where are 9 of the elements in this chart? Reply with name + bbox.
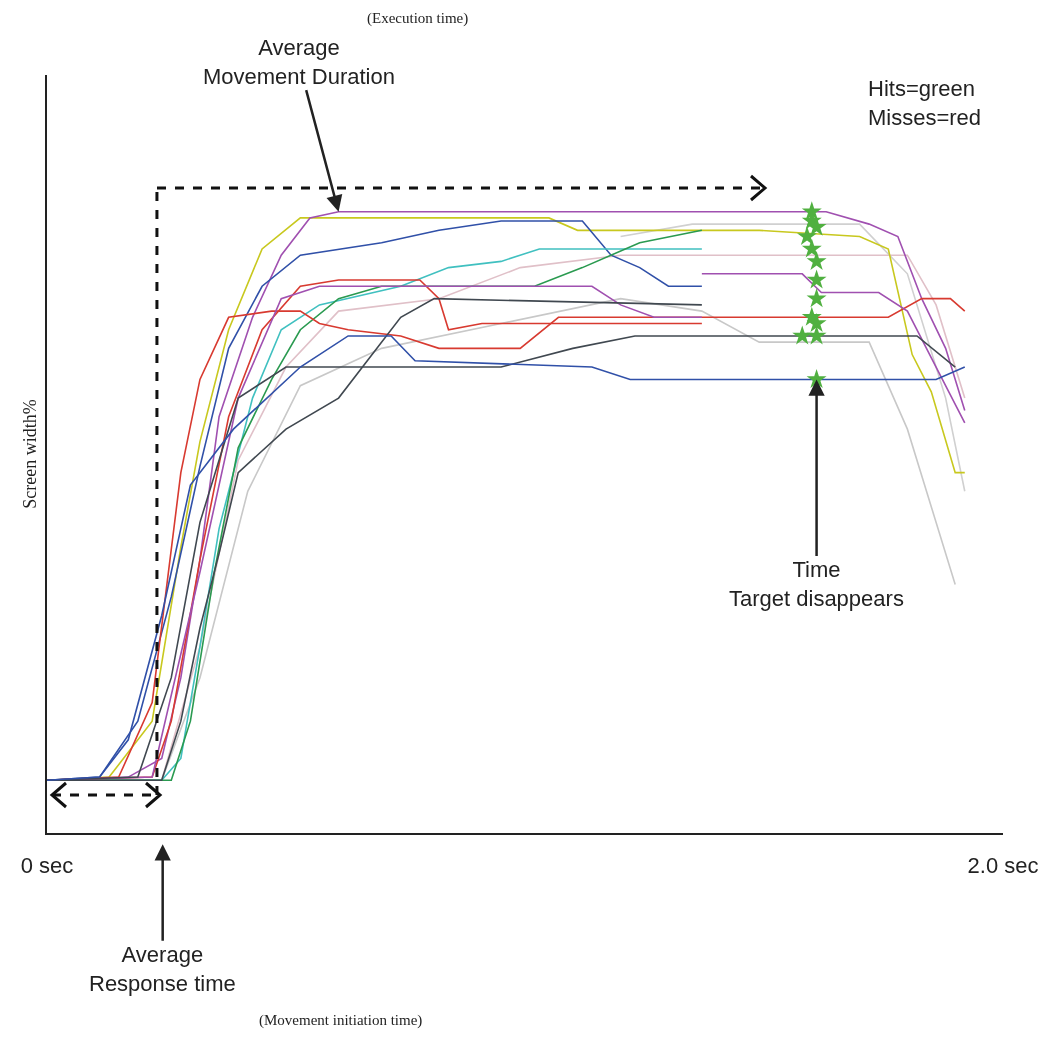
text: (Movement initiation time) xyxy=(259,1012,423,1029)
x-tick-label: 2.0 sec xyxy=(967,853,1039,879)
annotation: Time Target disappears xyxy=(729,557,904,611)
x-tick-label: 0 sec xyxy=(20,853,74,879)
text: Hits=green Misses=red xyxy=(868,76,982,130)
y-axis-title: Screen width% xyxy=(19,399,40,509)
annotation: Average Movement Duration xyxy=(203,35,395,89)
text: Average Response time xyxy=(89,942,236,996)
text: (Execution time) xyxy=(367,10,469,27)
